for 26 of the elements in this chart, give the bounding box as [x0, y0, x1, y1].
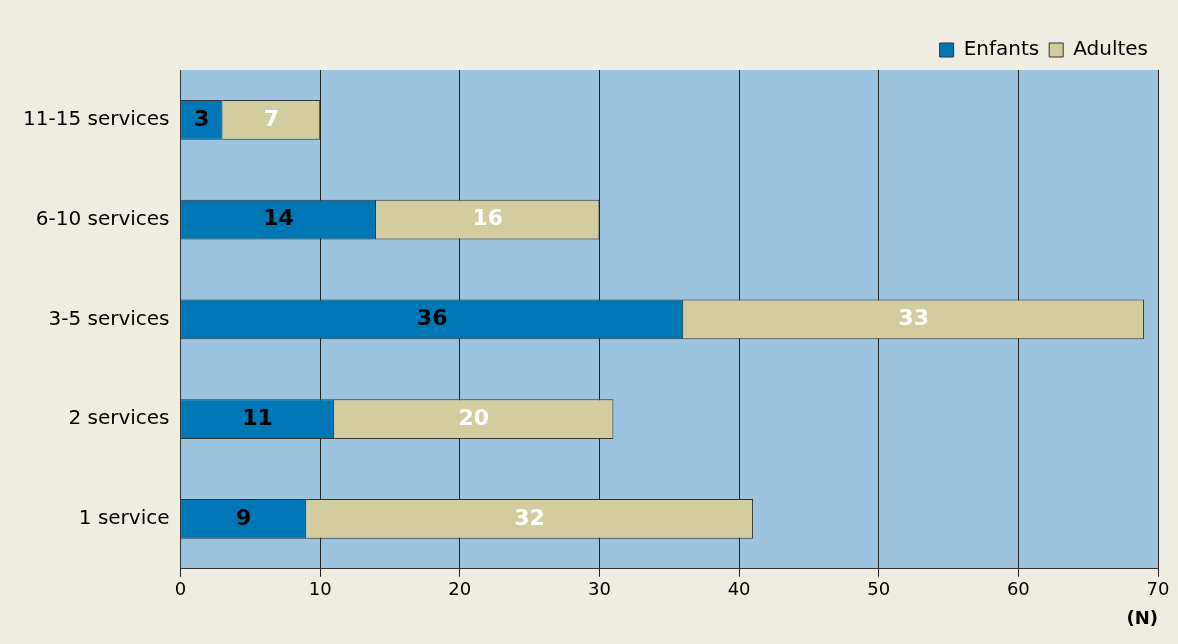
data-label: 33	[898, 305, 929, 331]
x-axis-title: (N)	[1126, 606, 1158, 628]
data-label: 20	[458, 404, 490, 430]
x-tick-label: 10	[308, 578, 332, 600]
data-label: 32	[514, 504, 545, 530]
x-tick-label: 50	[867, 578, 891, 600]
y-tick-label: 2 services	[68, 405, 170, 430]
x-tick-label: 20	[448, 578, 472, 600]
legend-label: Enfants	[963, 36, 1040, 61]
legend-label: Adultes	[1073, 36, 1148, 61]
x-tick-label: 60	[1006, 578, 1030, 600]
data-label: 9	[235, 504, 252, 530]
y-tick-label: 6-10 services	[35, 205, 170, 230]
data-label: 3	[194, 105, 210, 131]
data-label: 16	[472, 205, 504, 231]
y-tick-label: 3-5 services	[48, 305, 170, 330]
y-tick-label: 11-15 services	[22, 106, 170, 131]
data-label: 14	[263, 205, 294, 231]
data-label: 36	[416, 305, 448, 331]
x-tick-label: 0	[174, 578, 187, 600]
y-tick-label: 1 service	[78, 505, 170, 530]
data-label: 7	[263, 105, 279, 131]
x-tick-label: 70	[1146, 578, 1170, 600]
data-label: 11	[242, 404, 273, 430]
x-tick-label: 30	[587, 578, 611, 600]
x-tick-label: 40	[727, 578, 751, 600]
